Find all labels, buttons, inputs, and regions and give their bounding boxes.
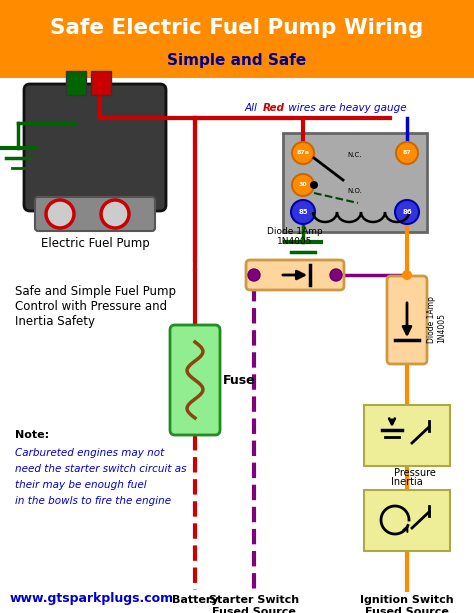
FancyBboxPatch shape	[0, 0, 474, 78]
FancyBboxPatch shape	[66, 71, 86, 95]
Text: need the starter switch circuit as: need the starter switch circuit as	[15, 464, 186, 474]
Text: 86: 86	[402, 209, 412, 215]
Text: Red: Red	[263, 103, 285, 113]
FancyBboxPatch shape	[0, 78, 474, 613]
Text: All: All	[245, 103, 261, 113]
Text: N.O.: N.O.	[347, 188, 363, 194]
FancyBboxPatch shape	[170, 325, 220, 435]
Text: their may be enough fuel: their may be enough fuel	[15, 480, 146, 490]
FancyBboxPatch shape	[364, 490, 450, 551]
FancyBboxPatch shape	[364, 405, 450, 466]
Text: 85: 85	[298, 209, 308, 215]
Text: Inertia: Inertia	[391, 477, 423, 487]
FancyBboxPatch shape	[246, 260, 344, 290]
FancyBboxPatch shape	[387, 276, 427, 364]
Circle shape	[330, 269, 342, 281]
Text: Electric Fuel Pump: Electric Fuel Pump	[41, 237, 149, 250]
FancyBboxPatch shape	[24, 84, 166, 211]
Text: Note:: Note:	[15, 430, 49, 440]
Text: Diode 1Amp
1N4005: Diode 1Amp 1N4005	[267, 227, 323, 246]
Circle shape	[291, 200, 315, 224]
FancyBboxPatch shape	[35, 197, 155, 231]
FancyBboxPatch shape	[283, 133, 427, 232]
Text: 87: 87	[402, 151, 411, 156]
Text: Diode 1Amp
1N4005: Diode 1Amp 1N4005	[427, 297, 447, 343]
Circle shape	[310, 181, 318, 189]
Text: Safe and Simple Fuel Pump
Control with Pressure and
Inertia Safety: Safe and Simple Fuel Pump Control with P…	[15, 285, 176, 328]
Text: Fuse: Fuse	[223, 373, 255, 387]
Text: 87a: 87a	[297, 151, 310, 156]
Text: Battery: Battery	[172, 595, 219, 605]
Text: Simple and Safe: Simple and Safe	[167, 53, 307, 67]
Text: Pressure: Pressure	[394, 468, 436, 478]
Text: Starter Switch
Fused Source: Starter Switch Fused Source	[209, 595, 299, 613]
Circle shape	[396, 142, 418, 164]
Circle shape	[101, 200, 129, 228]
Text: Ignition Switch
Fused Source: Ignition Switch Fused Source	[360, 595, 454, 613]
Text: Carbureted engines may not: Carbureted engines may not	[15, 448, 164, 458]
Text: N.C.: N.C.	[348, 152, 362, 158]
Circle shape	[292, 174, 314, 196]
Text: in the bowls to fire the engine: in the bowls to fire the engine	[15, 496, 171, 506]
Circle shape	[292, 142, 314, 164]
Circle shape	[248, 269, 260, 281]
Circle shape	[46, 200, 74, 228]
FancyBboxPatch shape	[91, 71, 111, 95]
Text: wires are heavy gauge: wires are heavy gauge	[285, 103, 407, 113]
Text: Safe Electric Fuel Pump Wiring: Safe Electric Fuel Pump Wiring	[50, 18, 424, 38]
Text: 30: 30	[299, 183, 307, 188]
Circle shape	[402, 270, 412, 280]
Circle shape	[395, 200, 419, 224]
Text: www.gtsparkplugs.com: www.gtsparkplugs.com	[10, 592, 174, 605]
